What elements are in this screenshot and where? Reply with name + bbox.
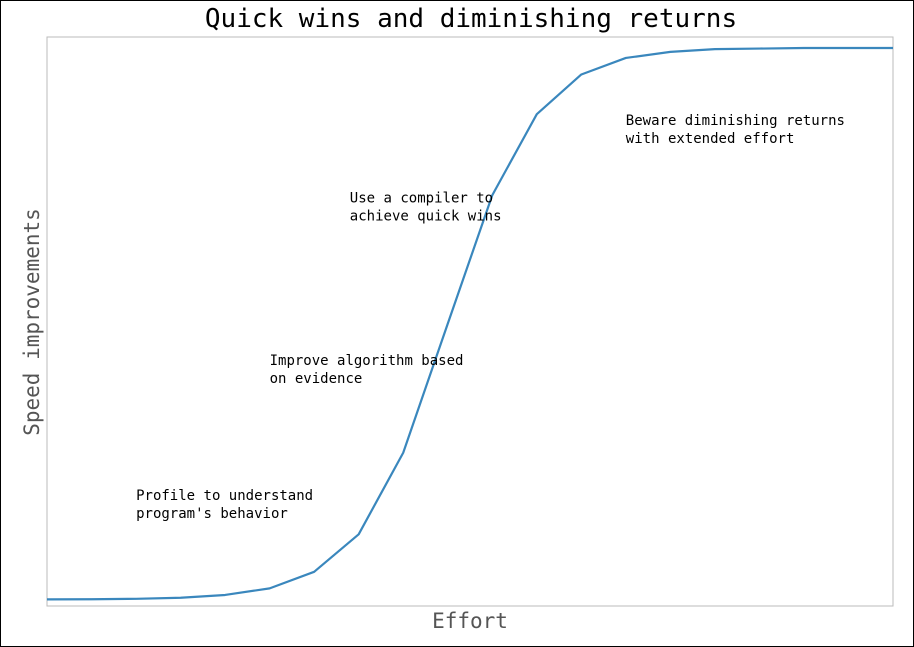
- annotation-3: Beware diminishing returns with extended …: [626, 113, 845, 147]
- annotation-0-line-1: program's behavior: [136, 506, 288, 522]
- annotation-2: Use a compiler to achieve quick wins: [350, 190, 502, 224]
- annotation-1: Improve algorithm based on evidence: [270, 353, 464, 387]
- annotation-2-line-1: achieve quick wins: [350, 208, 502, 224]
- annotation-3-line-1: with extended effort: [626, 131, 795, 147]
- x-axis-label: Effort: [432, 609, 508, 633]
- chart-title: Quick wins and diminishing returns: [204, 4, 738, 34]
- annotation-1-line-1: on evidence: [270, 371, 363, 387]
- annotation-3-line-0: Beware diminishing returns: [626, 113, 845, 129]
- series-layer: [46, 46, 893, 601]
- annotation-0: Profile to understand program's behavior: [136, 488, 313, 522]
- series-line-0: [46, 46, 893, 601]
- y-axis-label: Speed improvements: [20, 208, 44, 436]
- annotation-0-line-0: Profile to understand: [136, 488, 313, 504]
- annotation-layer: Profile to understand program's behavior I…: [136, 113, 845, 522]
- plot-area: [46, 36, 894, 607]
- annotation-1-line-0: Improve algorithm based: [270, 353, 464, 369]
- annotation-2-line-0: Use a compiler to: [350, 190, 493, 206]
